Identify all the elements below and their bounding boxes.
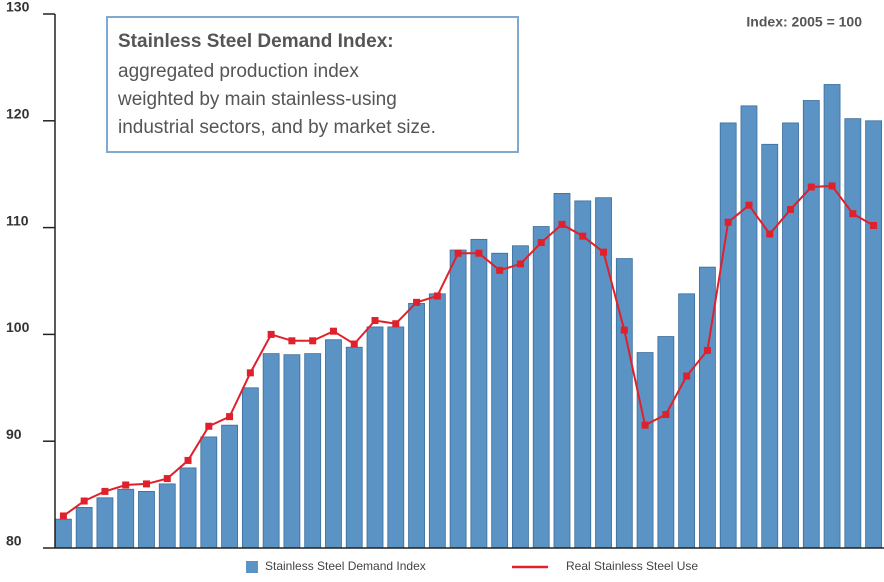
line-marker [475,249,483,257]
line-marker [80,497,88,505]
line-marker [496,266,504,274]
bar [179,467,197,549]
y-tick-label: 90 [6,426,22,442]
bar [54,518,72,549]
line-marker [828,182,836,190]
line-marker [454,249,462,257]
line-marker [703,346,711,354]
y-tick-label: 120 [6,106,30,122]
line-marker [288,337,296,345]
line-marker [724,218,732,226]
bar [325,339,342,549]
bar [532,226,550,549]
annotation-line: industrial sectors, and by market size. [118,117,436,138]
line [62,184,875,517]
bar [138,490,155,549]
y-tick-label: 100 [6,319,30,335]
bar [75,507,93,549]
bar [512,245,529,549]
bar [304,353,322,549]
bar [782,122,799,549]
bar [262,353,280,549]
line-marker [787,205,795,213]
annotation-heading: Stainless Steel Demand Index: [118,31,394,52]
line-marker [350,340,358,348]
line-marker [870,221,878,229]
bar [844,118,862,549]
annotation-line: weighted by main stainless-using [117,89,397,110]
bar [158,483,176,549]
line-marker [246,369,254,377]
line-marker [683,372,691,380]
bar [657,336,675,549]
bar [615,258,633,549]
bar [221,424,238,549]
plot-area [54,84,883,549]
bar [802,100,820,549]
line-marker [766,230,774,238]
bar [387,326,405,549]
line-marker [122,481,130,489]
line-marker [329,327,337,335]
line-marker [413,298,421,306]
line-marker [163,475,171,483]
line-marker [516,260,524,268]
line-marker [309,337,317,345]
bar [636,352,654,549]
line-marker [226,413,234,421]
annotation-line: aggregated production index [118,61,359,82]
bar [574,200,592,549]
bar [823,84,841,549]
bar [283,354,301,549]
bar [740,105,758,549]
index-note: Index: 2005 = 100 [746,14,862,30]
bar [470,238,488,549]
line-marker [267,330,275,338]
line-marker [579,232,587,240]
bar [719,122,737,549]
line-marker [433,292,441,300]
bar [366,326,384,549]
y-tick-label: 130 [6,0,30,15]
legend-swatch [246,561,258,573]
line-marker [620,326,628,334]
bar [200,436,218,549]
bar [678,293,696,549]
bar [117,488,135,549]
line-marker [558,220,566,228]
line-marker [184,456,192,464]
line-marker [849,210,857,218]
bar [491,252,509,549]
line-marker [142,480,150,488]
line-marker [662,411,670,418]
legend-label: Stainless Steel Demand Index [265,559,426,573]
bar [449,249,467,549]
line-marker [641,421,649,429]
line-marker [537,239,545,247]
line-marker [371,317,379,325]
bar [428,293,446,549]
line-marker [600,248,608,256]
bar [96,497,114,549]
line-marker [807,183,815,191]
line-marker [101,487,109,495]
legend-label: Real Stainless Steel Use [566,559,698,573]
bar [865,120,883,549]
bar [761,143,779,549]
line-marker [392,320,400,328]
line-marker [205,422,213,430]
bar [345,346,363,549]
line-marker [59,512,67,520]
annotation-box [106,16,519,153]
y-tick-label: 110 [6,212,29,228]
bar [553,193,571,549]
bar [241,387,259,549]
line-marker [745,201,753,209]
y-tick-label: 80 [6,533,22,549]
bar [699,266,716,549]
bar [408,303,425,549]
